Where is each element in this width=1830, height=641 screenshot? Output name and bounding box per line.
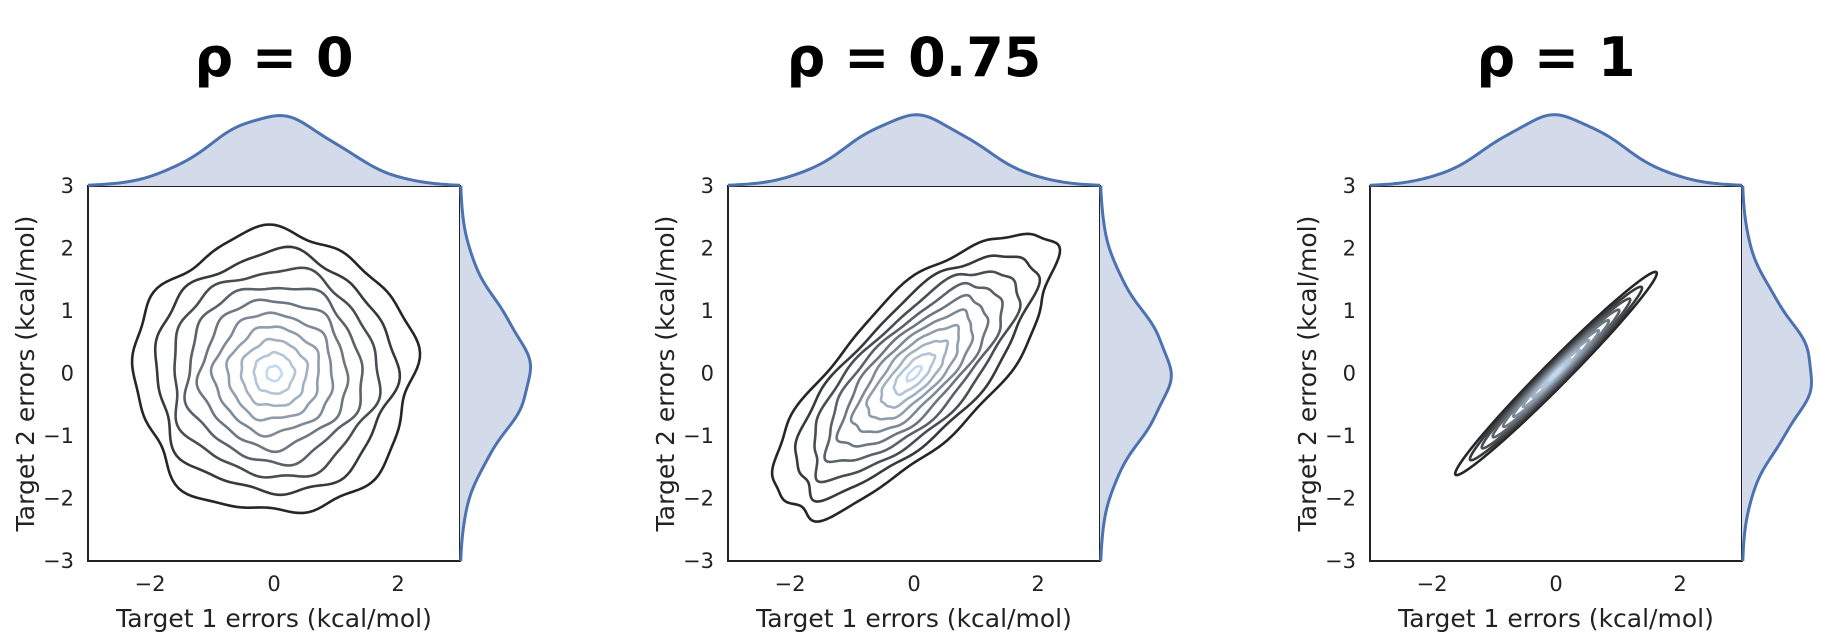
y-tick-label: 3 [701, 174, 714, 198]
contour-line [892, 352, 937, 397]
top-marginal-curve [727, 113, 1101, 187]
y-tick-label: 1 [1343, 299, 1356, 323]
plot-frame [87, 185, 461, 562]
x-tick-label: 0 [267, 572, 280, 596]
contour-line [1468, 285, 1644, 462]
contour-line [865, 323, 960, 421]
panel-title: ρ = 0 [194, 26, 353, 89]
contour-set [770, 232, 1062, 523]
contour-line [1491, 308, 1621, 439]
x-tick-label: 2 [1031, 572, 1044, 596]
contour-line [153, 245, 402, 497]
y-tick-label: −2 [683, 487, 714, 511]
right-marginal-fill [1100, 186, 1172, 561]
y-tick-label: 0 [61, 362, 74, 386]
contour-line [130, 223, 422, 515]
contour-line [1501, 318, 1611, 429]
contour-line [1480, 297, 1632, 450]
contour-line [195, 298, 350, 454]
x-tick-label: −2 [135, 572, 166, 596]
panel-title: ρ = 1 [1476, 26, 1635, 89]
contour-line [183, 286, 364, 467]
contour-line [1453, 270, 1659, 477]
contour-line [823, 281, 1004, 464]
contour-line [770, 232, 1062, 523]
x-tick-label: 0 [1549, 572, 1562, 596]
top-marginal-fill [88, 115, 460, 186]
y-tick-label: 0 [1343, 362, 1356, 386]
y-tick-label: −1 [43, 424, 74, 448]
top-marginal-curve [87, 114, 461, 187]
contour-line [1511, 328, 1601, 419]
contour-line [225, 325, 320, 422]
joint-panel-1: ρ = 0 −2 0 2 −3 −2 −1 0 1 2 3 Target 1 errors (kcal… [11, 26, 533, 633]
right-marginal-fill [460, 186, 531, 561]
y-tick-label: 3 [61, 174, 74, 198]
contour-line [265, 364, 284, 383]
contour-line [252, 350, 297, 396]
y-tick-label: −1 [683, 424, 714, 448]
contour-line [209, 311, 335, 438]
right-marginal-fill [1742, 186, 1812, 561]
y-tick-label: 2 [61, 237, 74, 261]
y-tick-label: −2 [1325, 487, 1356, 511]
y-tick-label: −3 [43, 549, 74, 573]
right-marginal-curve [1741, 185, 1813, 562]
contour-line [849, 308, 975, 434]
top-marginal-fill [1370, 114, 1742, 186]
x-tick-label: −2 [1417, 572, 1448, 596]
y-tick-label: 1 [61, 299, 74, 323]
y-tick-label: 1 [701, 299, 714, 323]
contour-set [130, 223, 422, 515]
joint-panel-2: ρ = 0.75 −2 0 2 −3 −2 −1 0 1 2 3 Target 1 errors (k… [651, 26, 1173, 633]
contour-line [813, 270, 1022, 484]
y-tick-label: 0 [701, 362, 714, 386]
right-marginal-curve [1099, 185, 1173, 562]
y-axis-label: Target 2 errors (kcal/mol) [11, 216, 40, 533]
y-tick-label: 2 [1343, 237, 1356, 261]
y-tick-label: −2 [43, 487, 74, 511]
x-axis-label: Target 1 errors (kcal/mol) [115, 604, 432, 633]
x-tick-label: 2 [1673, 572, 1686, 596]
contour-line [793, 254, 1042, 503]
y-tick-label: 2 [701, 237, 714, 261]
plot-frame [727, 185, 1101, 562]
top-marginal-curve [1369, 113, 1743, 187]
contour-line [1549, 366, 1563, 381]
panel-title: ρ = 0.75 [787, 26, 1042, 89]
y-tick-label: 3 [1343, 174, 1356, 198]
x-tick-label: 0 [907, 572, 920, 596]
top-marginal-fill [728, 114, 1100, 186]
x-tick-label: −2 [775, 572, 806, 596]
y-tick-label: −3 [683, 549, 714, 573]
right-marginal-curve [459, 185, 533, 562]
y-tick-label: −3 [1325, 549, 1356, 573]
y-axis-label: Target 2 errors (kcal/mol) [1293, 216, 1322, 533]
contour-set [1453, 270, 1659, 477]
contour-line [835, 293, 990, 448]
x-tick-label: 2 [391, 572, 404, 596]
y-axis-label: Target 2 errors (kcal/mol) [651, 216, 680, 533]
contour-line [239, 337, 310, 408]
x-axis-label: Target 1 errors (kcal/mol) [1397, 604, 1714, 633]
contour-line [1530, 348, 1582, 399]
x-axis-label: Target 1 errors (kcal/mol) [755, 604, 1072, 633]
contour-line [173, 266, 382, 479]
y-tick-label: −1 [1325, 424, 1356, 448]
contour-line [905, 364, 924, 383]
joint-panel-3: ρ = 1 −2 0 2 −3 −2 −1 0 1 2 3 Target 1 errors (kcal… [1293, 26, 1813, 633]
contour-line [1521, 338, 1591, 409]
contour-line [879, 339, 950, 409]
contour-line [1540, 357, 1572, 390]
